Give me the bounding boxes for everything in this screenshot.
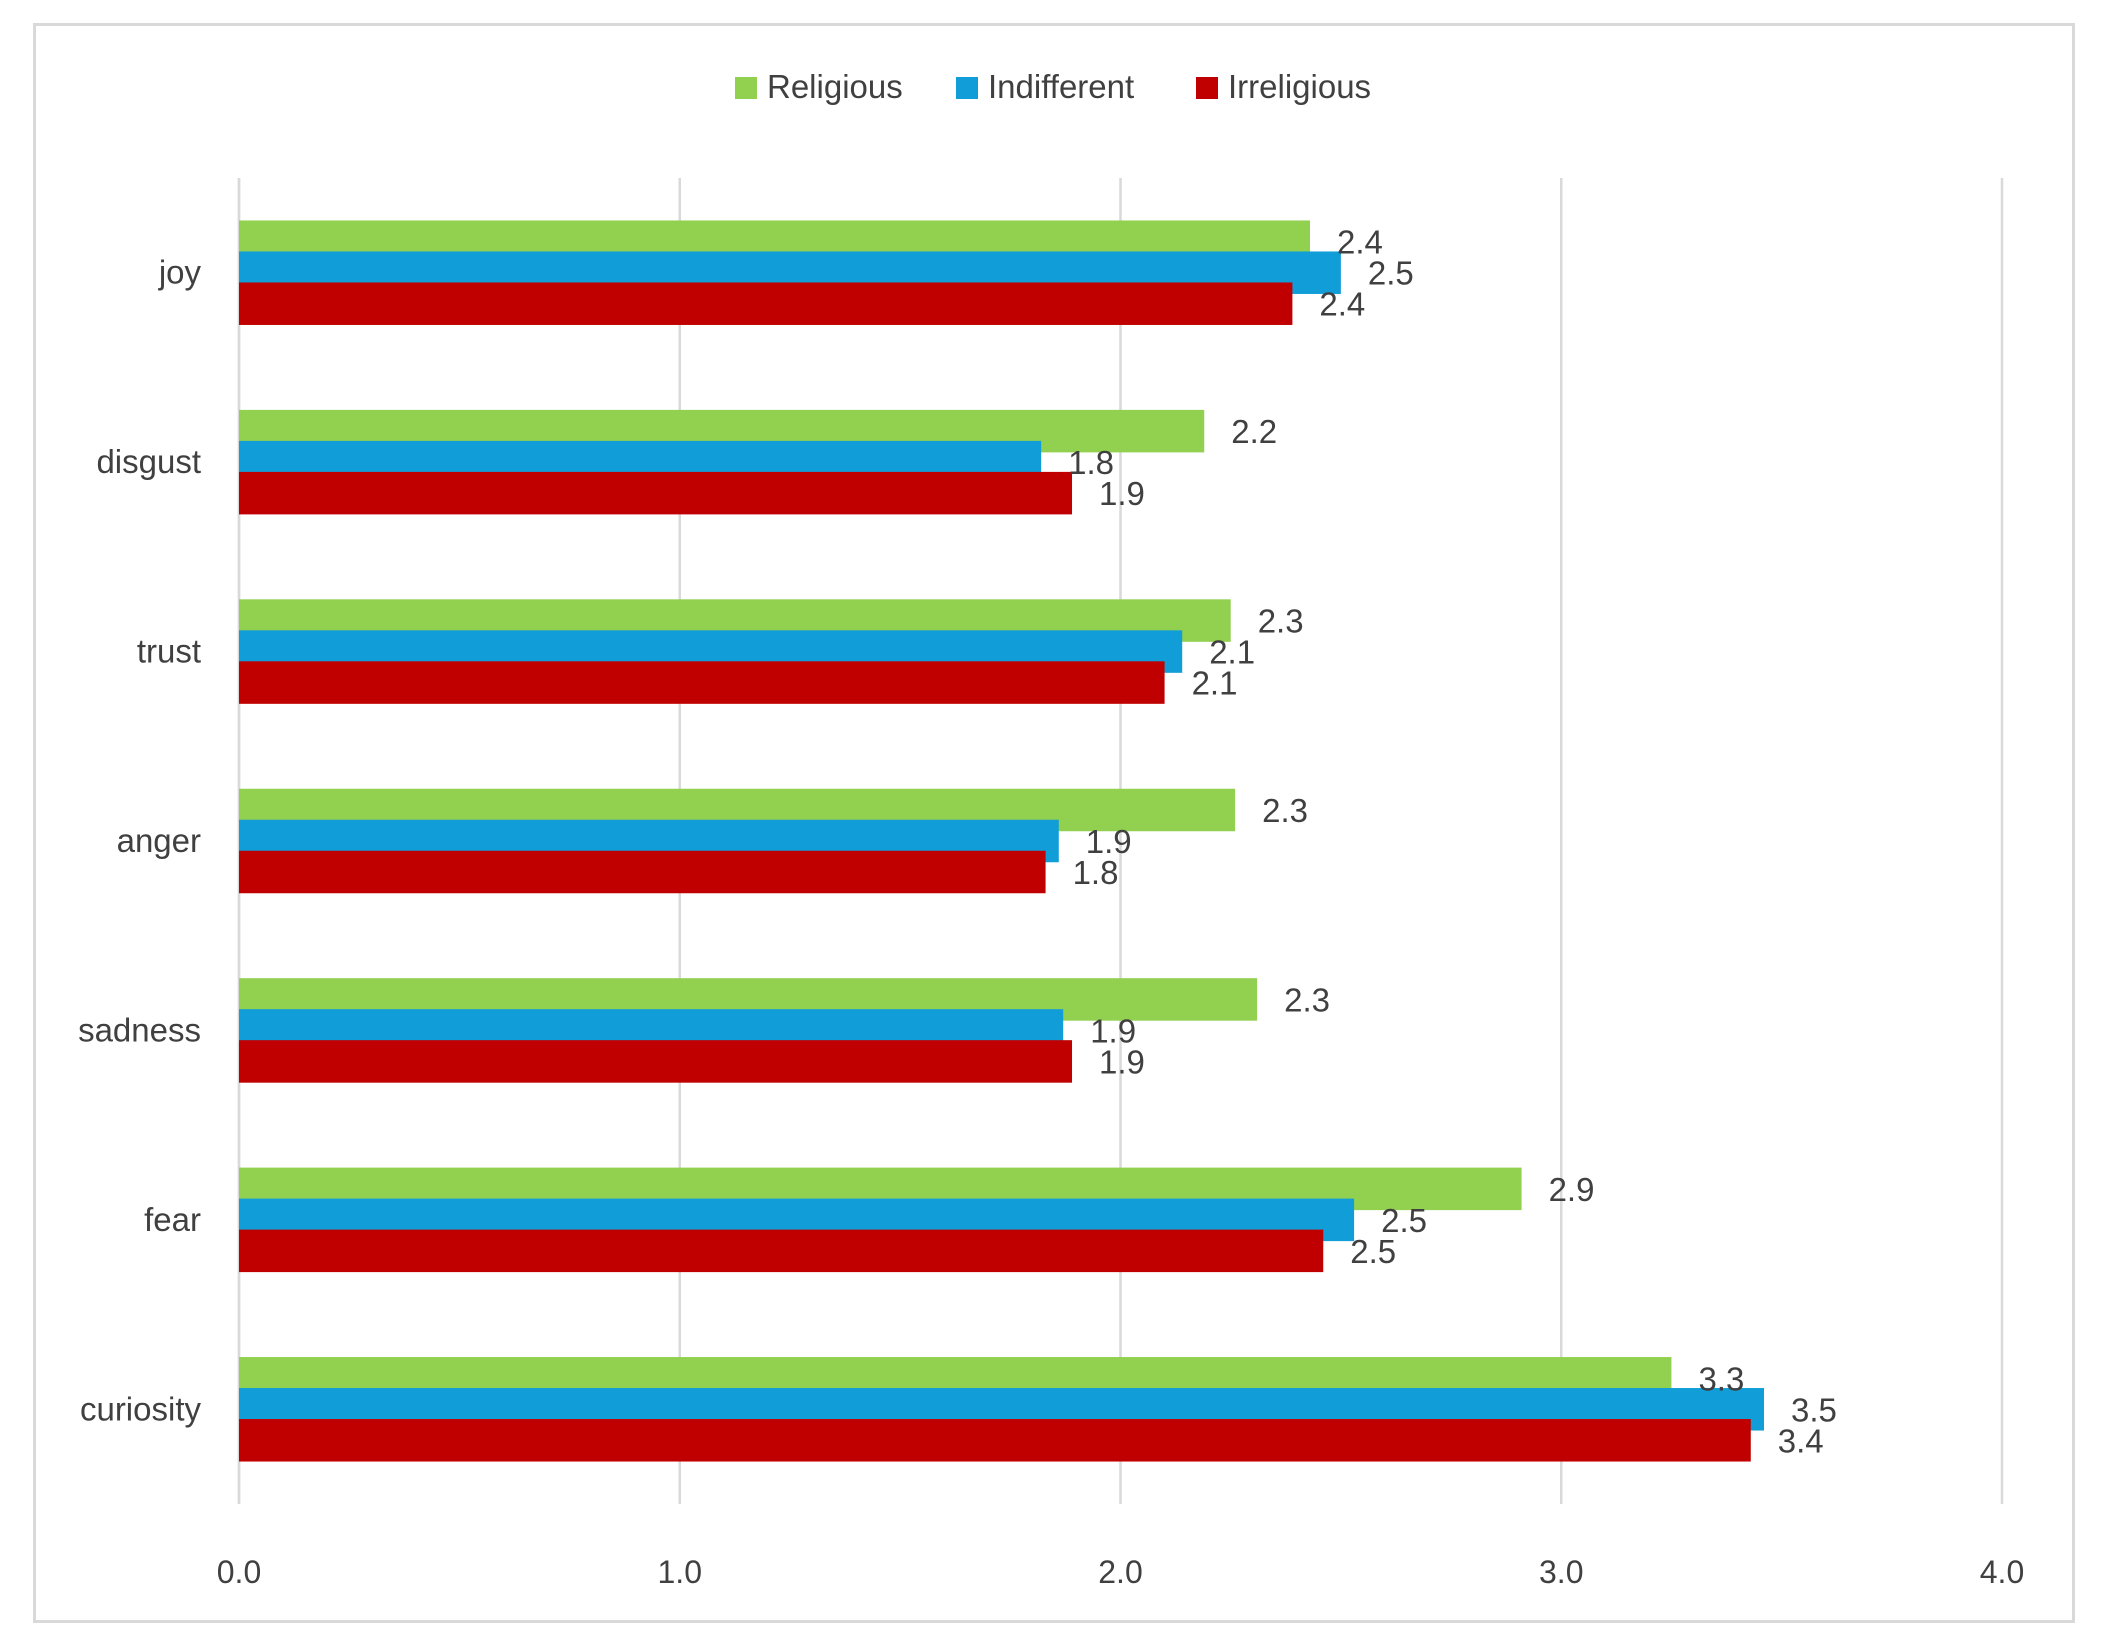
bar-irreligious [239,1040,1073,1083]
bar-layer [239,220,1764,1462]
legend-swatch-religious [735,77,757,99]
category-label: trust [137,633,201,670]
data-label: 2.4 [1319,286,1365,323]
bar-irreligious [239,1229,1324,1273]
category-label: sadness [78,1011,201,1048]
category-label: joy [158,254,202,291]
data-label: 3.5 [1791,1391,1837,1428]
legend-label-religious: Religious [767,68,903,105]
data-label: 2.3 [1258,603,1304,640]
category-label: curiosity [80,1390,202,1427]
legend-label-irreligious: Irreligious [1228,68,1371,105]
x-tick-label: 0.0 [217,1554,261,1590]
data-label: 1.9 [1099,475,1145,512]
data-label: 2.9 [1549,1171,1595,1208]
data-label: 2.5 [1368,255,1414,292]
legend-swatch-irreligious [1196,77,1218,99]
legend-label-indifferent: Indifferent [988,68,1134,105]
category-label: fear [144,1201,201,1238]
legend-swatch-indifferent [956,77,978,99]
label-layer: 0.0 1.0 2.0 3.0 4.0joy2.42.52.4disgust2.21.8… [78,224,2024,1590]
x-tick-label: 4.0 [1980,1554,2024,1590]
data-label: 1.9 [1090,1012,1136,1049]
bar-irreligious [239,661,1165,704]
x-tick-label: 3.0 [1539,1554,1583,1590]
bar-irreligious [239,850,1046,894]
data-label: 3.4 [1778,1422,1824,1459]
x-tick-label: 2.0 [1098,1554,1142,1590]
data-label: 2.1 [1209,634,1255,671]
data-label: 2.5 [1381,1202,1427,1239]
category-label: disgust [96,443,201,480]
category-label: anger [117,822,201,859]
data-label: 2.5 [1350,1233,1396,1270]
legend: Religious Indifferent Irreligious [735,68,1371,105]
data-label: 2.1 [1192,665,1238,702]
data-label: 1.8 [1073,854,1119,891]
data-label: 2.3 [1262,792,1308,829]
bar-irreligious [239,471,1073,515]
data-label: 2.4 [1337,224,1383,261]
bar-irreligious [239,282,1293,325]
data-label: 2.2 [1231,413,1277,450]
data-label: 2.3 [1284,981,1330,1018]
data-label: 1.9 [1099,1043,1145,1080]
data-label: 1.8 [1068,444,1114,481]
data-label: 1.9 [1086,823,1132,860]
x-tick-label: 1.0 [658,1554,702,1590]
data-label: 3.3 [1698,1360,1744,1397]
bar-irreligious [239,1419,1751,1462]
